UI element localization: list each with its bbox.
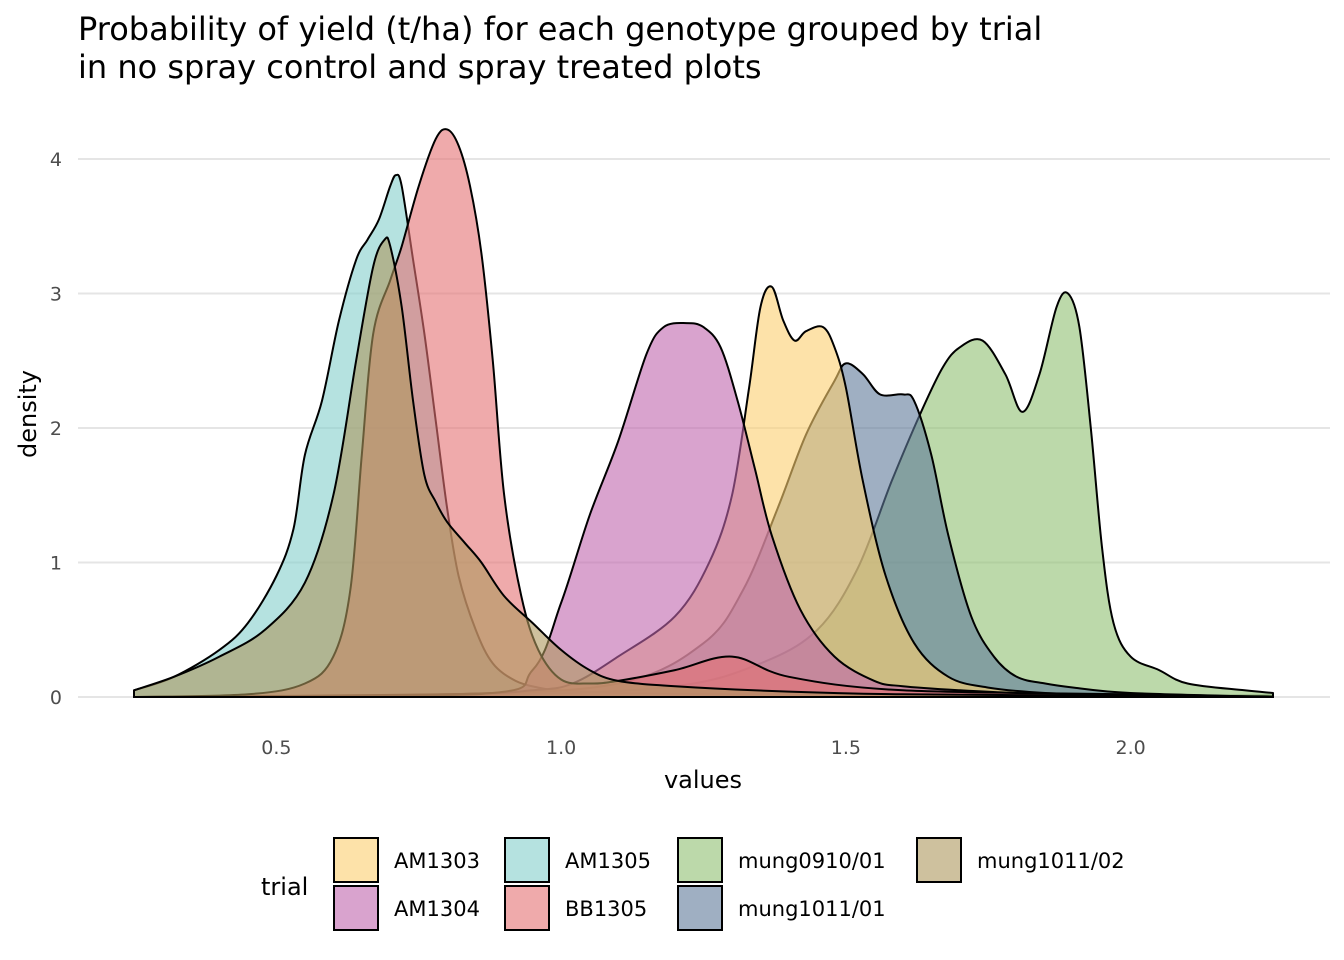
legend-title: trial — [261, 873, 308, 901]
density-area-am1304 — [133, 322, 1274, 698]
y-tick-label: 1 — [50, 553, 62, 575]
density-area-mung1011-02 — [133, 236, 1274, 698]
y-tick-label: 2 — [50, 418, 62, 440]
chart-title-line-2: in no spray control and spray treated pl… — [78, 48, 762, 86]
legend-label-bb1305: BB1305 — [565, 897, 647, 921]
legend-key-mung0910-01 — [677, 837, 723, 883]
legend-key-bb1305 — [504, 885, 550, 931]
legend: trial AM1303 AM1304 AM1305 BB1305 mung0910/0… — [261, 837, 1125, 931]
legend-label-am1303: AM1303 — [394, 849, 480, 873]
x-axis-ticks: 0.5 1.0 1.5 2.0 — [261, 737, 1145, 759]
legend-label-mung1011-01: mung1011/01 — [738, 897, 886, 921]
legend-label-mung1011-02: mung1011/02 — [977, 849, 1125, 873]
chart-title-line-1: Probability of yield (t/ha) for each gen… — [78, 10, 1043, 48]
density-areas — [133, 128, 1274, 698]
x-tick-label: 2.0 — [1116, 737, 1146, 759]
y-tick-label: 4 — [50, 149, 62, 171]
y-tick-label: 0 — [50, 687, 62, 709]
legend-key-am1305 — [504, 837, 550, 883]
legend-label-am1305: AM1305 — [565, 849, 651, 873]
legend-key-am1303 — [333, 837, 379, 883]
chart-title: Probability of yield (t/ha) for each gen… — [78, 10, 1042, 86]
legend-label-mung0910-01: mung0910/01 — [738, 849, 886, 873]
legend-key-am1304 — [333, 885, 379, 931]
legend-key-mung1011-02 — [916, 837, 962, 883]
legend-key-mung1011-01 — [677, 885, 723, 931]
y-axis-title: density — [14, 370, 42, 458]
x-tick-label: 0.5 — [261, 737, 291, 759]
x-tick-label: 1.0 — [546, 737, 576, 759]
x-axis-title: values — [664, 766, 742, 794]
legend-label-am1304: AM1304 — [394, 897, 480, 921]
x-tick-label: 1.5 — [831, 737, 861, 759]
y-axis-ticks: 0 1 2 3 4 — [50, 149, 62, 709]
y-tick-label: 3 — [50, 284, 62, 306]
